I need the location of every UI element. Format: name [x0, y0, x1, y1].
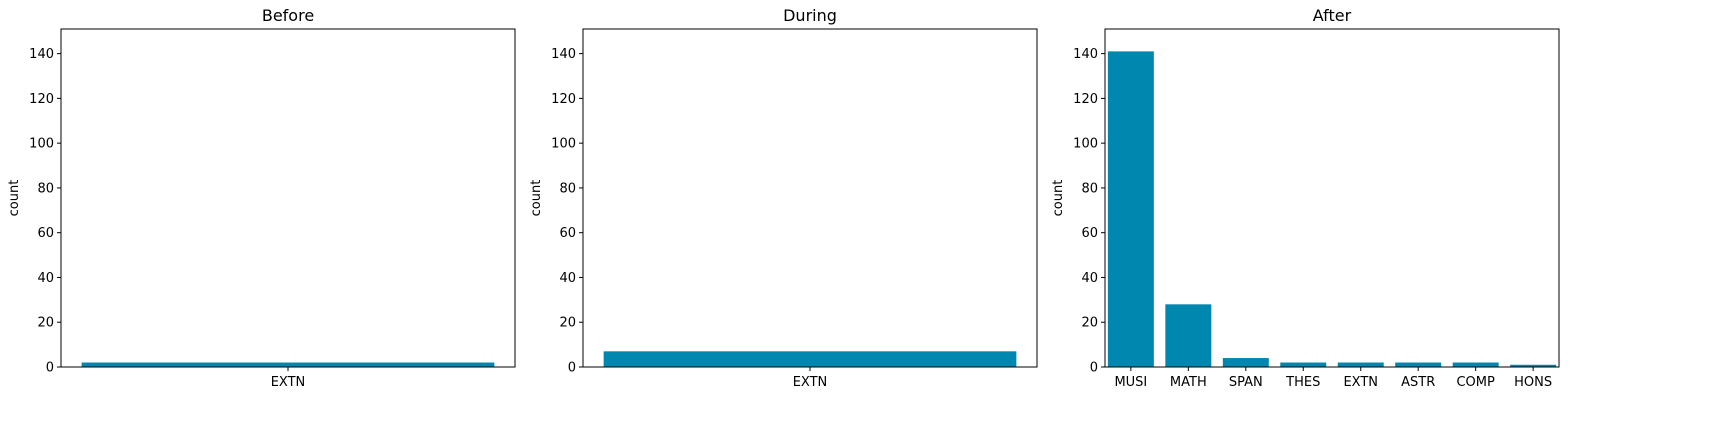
bar-comp: [1452, 362, 1499, 367]
y-axis-label: count: [1051, 180, 1066, 217]
bar-extn: [81, 362, 495, 367]
y-tick-label: 80: [37, 181, 54, 196]
x-tick-label: MATH: [1170, 375, 1207, 390]
y-tick-label: 140: [1073, 47, 1098, 62]
bar-math: [1165, 304, 1212, 367]
y-tick-label: 40: [37, 271, 54, 286]
plot-frame: [1104, 28, 1560, 368]
panel-after: After count 0 20 40 60 80 100 120 140 MUSI MATH S…: [1051, 6, 1560, 390]
panel-during: During count 0 20 40 60 80 100 120 140 EXTN: [529, 6, 1038, 390]
y-tick-label: 40: [559, 271, 576, 286]
y-tick-label: 100: [29, 137, 54, 152]
y-tick-label: 80: [1081, 181, 1098, 196]
y-tick-label: 140: [29, 47, 54, 62]
y-tick-label: 20: [37, 316, 54, 331]
chart-title: Before: [262, 6, 314, 25]
bar-hons: [1510, 364, 1557, 367]
x-tick-label: ASTR: [1401, 375, 1435, 390]
y-tick-label: 120: [1073, 92, 1098, 107]
chart-title: After: [1313, 6, 1352, 25]
y-tick-label: 60: [559, 226, 576, 241]
x-tick-label: EXTN: [271, 375, 306, 390]
x-tick-label: HONS: [1514, 375, 1552, 390]
y-tick-label: 40: [1081, 271, 1098, 286]
x-tick-label: SPAN: [1229, 375, 1263, 390]
bar-extn: [603, 351, 1017, 367]
y-tick-label: 80: [559, 181, 576, 196]
y-tick-label: 100: [1073, 137, 1098, 152]
bar-thes: [1280, 362, 1327, 367]
bar-astr: [1395, 362, 1442, 367]
x-tick-label: EXTN: [1343, 375, 1378, 390]
bar-span: [1222, 358, 1269, 367]
bar-musi: [1107, 51, 1154, 368]
bars: [603, 351, 1017, 367]
bars: [1107, 51, 1557, 368]
y-tick-label: 140: [551, 47, 576, 62]
y-tick-label: 0: [46, 361, 54, 376]
x-tick-label: EXTN: [793, 375, 828, 390]
x-axis: EXTN: [793, 367, 828, 390]
y-tick-label: 100: [551, 137, 576, 152]
y-tick-label: 120: [29, 92, 54, 107]
x-tick-label: THES: [1285, 375, 1320, 390]
y-axis: 0 20 40 60 80 100 120 140: [551, 47, 583, 376]
x-tick-label: COMP: [1456, 375, 1495, 390]
y-tick-label: 60: [1081, 226, 1098, 241]
x-axis: EXTN: [271, 367, 306, 390]
y-axis-label: count: [529, 180, 544, 217]
plot-frame: [60, 28, 516, 368]
y-tick-label: 20: [1081, 316, 1098, 331]
x-axis: MUSI MATH SPAN THES EXTN ASTR COMP HONS: [1114, 367, 1552, 390]
y-tick-label: 120: [551, 92, 576, 107]
y-axis: 0 20 40 60 80 100 120 140: [1073, 47, 1105, 376]
panel-before: Before count 0 20 40 60 80 100 120 140 EXTN: [7, 6, 516, 390]
y-tick-label: 0: [1090, 361, 1098, 376]
x-tick-label: MUSI: [1114, 375, 1147, 390]
plot-frame: [582, 28, 1038, 368]
y-tick-label: 60: [37, 226, 54, 241]
y-tick-label: 20: [559, 316, 576, 331]
y-axis-label: count: [7, 180, 22, 217]
bar-extn: [1337, 362, 1384, 367]
y-axis: 0 20 40 60 80 100 120 140: [29, 47, 61, 376]
chart-title: During: [783, 6, 837, 25]
bars: [81, 362, 495, 367]
y-tick-label: 0: [568, 361, 576, 376]
